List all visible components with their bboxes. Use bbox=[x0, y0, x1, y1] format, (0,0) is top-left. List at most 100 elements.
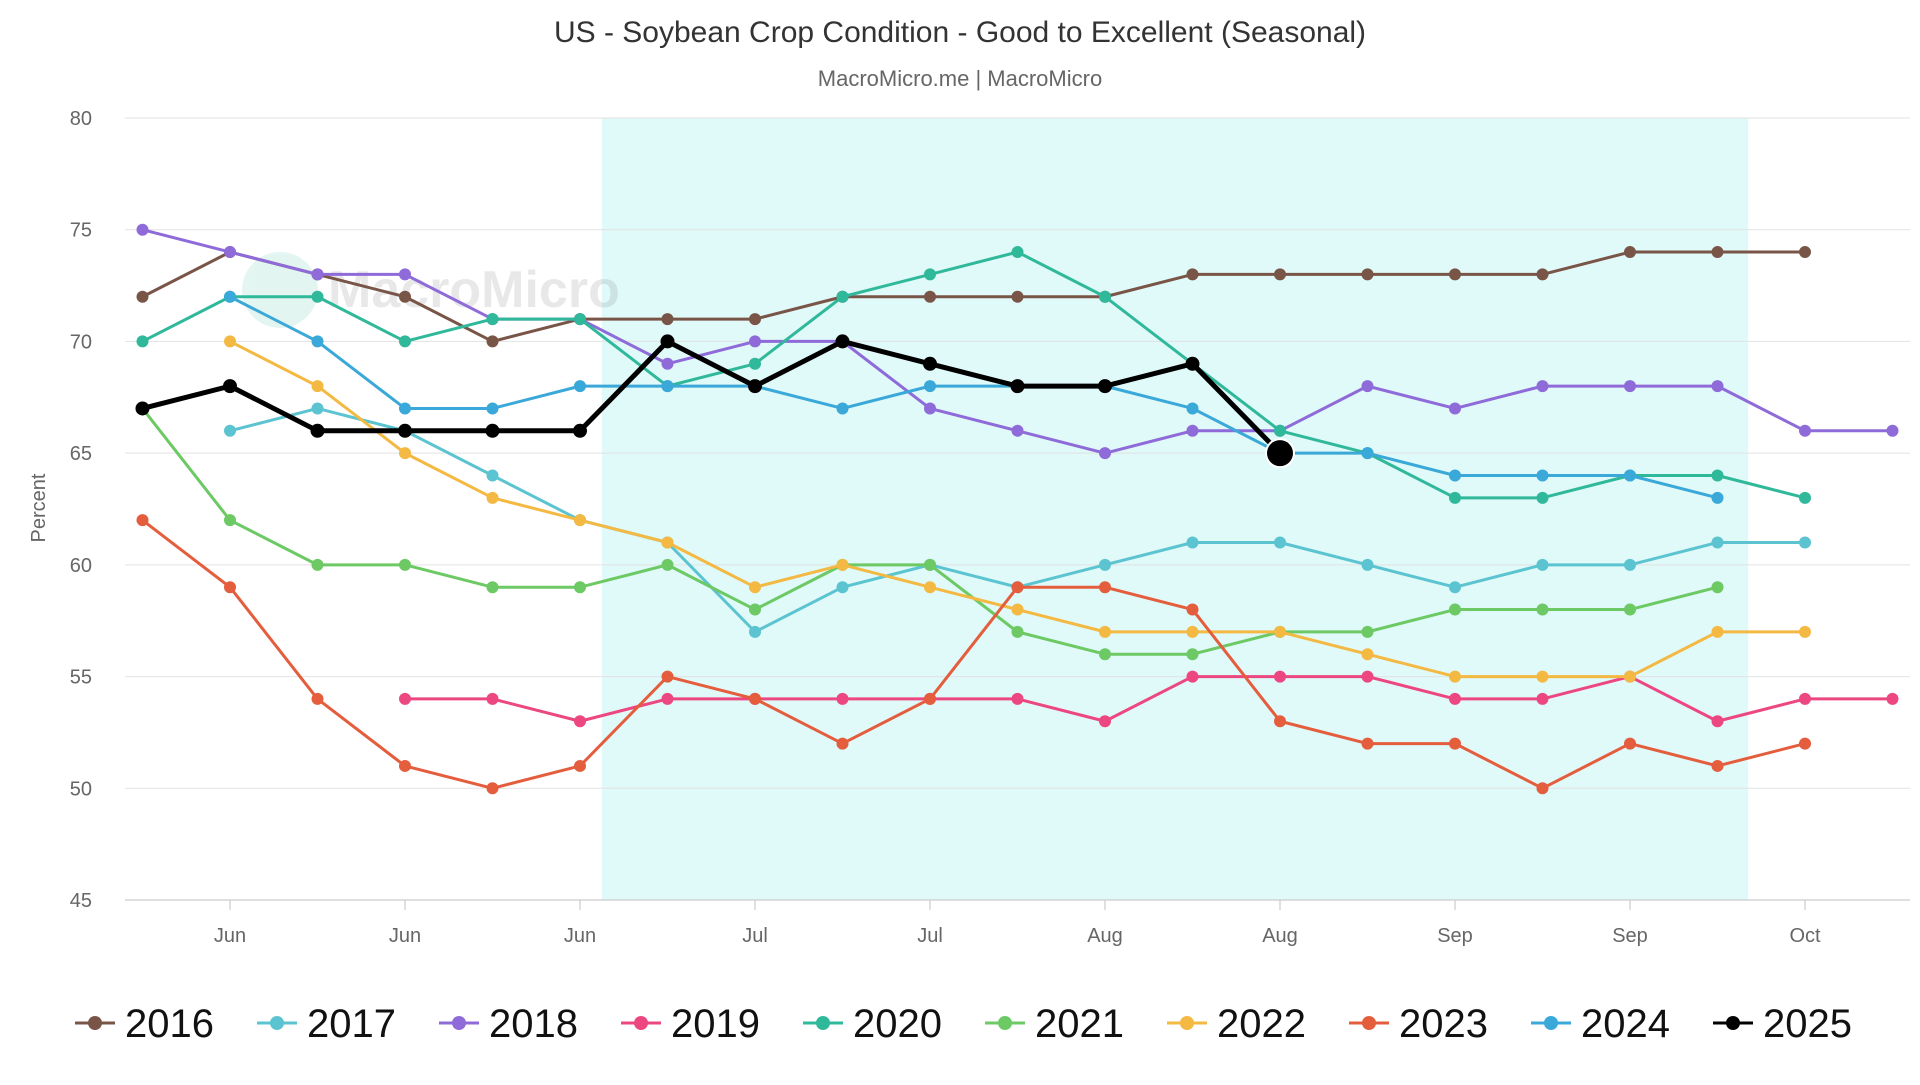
data-point-2019 bbox=[1099, 715, 1111, 728]
y-tick-label: 55 bbox=[70, 667, 92, 689]
y-axis-label: Percent bbox=[28, 473, 50, 542]
data-point-2023 bbox=[1011, 581, 1024, 594]
data-point-2016 bbox=[1186, 268, 1199, 281]
data-point-2025 bbox=[835, 334, 850, 349]
x-tick-label: Aug bbox=[1087, 925, 1123, 947]
legend-swatch-marker bbox=[452, 1016, 466, 1030]
x-tick-label: Jun bbox=[389, 925, 421, 947]
data-point-2019 bbox=[1799, 692, 1811, 705]
series-2022 bbox=[224, 335, 1811, 683]
data-point-2025 bbox=[1265, 438, 1295, 469]
data-point-2019 bbox=[1274, 670, 1286, 683]
data-point-2017 bbox=[224, 424, 236, 437]
data-point-2020 bbox=[486, 313, 499, 326]
watermark: MacroMicro bbox=[242, 252, 620, 328]
legend-label: 2020 bbox=[853, 1002, 942, 1046]
data-point-2025 bbox=[485, 423, 500, 438]
data-point-2016 bbox=[749, 313, 761, 326]
legend-swatch-marker bbox=[88, 1016, 102, 1030]
legend-item-2025: 2025 bbox=[1713, 1002, 1852, 1046]
data-point-2022 bbox=[749, 581, 761, 594]
data-point-2017 bbox=[311, 402, 324, 415]
x-tick-label: Jul bbox=[917, 925, 943, 947]
data-point-2018 bbox=[1799, 424, 1811, 437]
legend-label: 2023 bbox=[1399, 1002, 1488, 1046]
data-point-2021 bbox=[1624, 603, 1636, 616]
data-point-2017 bbox=[1536, 558, 1549, 571]
data-point-2021 bbox=[1449, 603, 1461, 616]
series-2023 bbox=[136, 514, 1811, 795]
data-point-2016 bbox=[136, 290, 149, 303]
data-point-2018 bbox=[136, 223, 149, 236]
data-point-2024 bbox=[1711, 491, 1724, 504]
data-point-2025 bbox=[748, 379, 762, 394]
data-point-2017 bbox=[1099, 558, 1111, 571]
data-point-2022 bbox=[399, 447, 411, 460]
data-point-2025 bbox=[923, 356, 937, 371]
data-point-2023 bbox=[1799, 737, 1811, 750]
data-point-2025 bbox=[1010, 379, 1025, 394]
data-point-2025 bbox=[310, 423, 325, 438]
data-point-2022 bbox=[661, 536, 674, 549]
series-2018 bbox=[136, 223, 1899, 460]
data-point-2025 bbox=[1185, 356, 1200, 371]
plot-area: 45 50 55 60 65 70 75 80 Jun Jun Jun Jul Jul Aug Aug Sep… bbox=[70, 108, 1910, 947]
data-point-2020 bbox=[1274, 424, 1286, 437]
data-point-2017 bbox=[1799, 536, 1811, 549]
data-point-2024 bbox=[224, 290, 236, 303]
data-point-2017 bbox=[486, 469, 499, 482]
x-tick-label: Oct bbox=[1789, 925, 1821, 947]
y-tick-label: 60 bbox=[70, 555, 92, 577]
data-point-2019 bbox=[399, 692, 411, 705]
y-tick-label: 50 bbox=[70, 778, 92, 800]
legend-swatch-marker bbox=[1180, 1016, 1194, 1030]
data-point-2025 bbox=[398, 423, 412, 438]
legend-label: 2018 bbox=[489, 1002, 578, 1046]
data-point-2018 bbox=[1449, 402, 1461, 415]
x-tick-label: Sep bbox=[1612, 925, 1648, 947]
data-point-2019 bbox=[1886, 692, 1899, 705]
data-point-2023 bbox=[1536, 782, 1549, 795]
data-point-2017 bbox=[1186, 536, 1199, 549]
data-point-2018 bbox=[311, 268, 324, 281]
y-tick-label: 75 bbox=[70, 220, 92, 242]
data-point-2020 bbox=[1449, 491, 1461, 504]
data-point-2024 bbox=[1186, 402, 1199, 415]
data-point-2018 bbox=[1624, 380, 1636, 393]
data-point-2023 bbox=[1099, 581, 1111, 594]
series-line-2019 bbox=[403, 675, 1894, 723]
data-point-2016 bbox=[924, 290, 936, 303]
x-tick-label: Sep bbox=[1437, 925, 1473, 947]
data-point-2022 bbox=[486, 491, 499, 504]
series-line-2023 bbox=[141, 518, 1807, 790]
data-point-2016 bbox=[399, 290, 411, 303]
data-point-2021 bbox=[924, 558, 936, 571]
data-point-2018 bbox=[399, 268, 411, 281]
legend-label: 2024 bbox=[1581, 1002, 1670, 1046]
data-point-2018 bbox=[1711, 380, 1724, 393]
legend-label: 2016 bbox=[125, 1002, 214, 1046]
data-point-2021 bbox=[1536, 603, 1549, 616]
data-point-2022 bbox=[574, 514, 586, 527]
data-point-2025 bbox=[573, 423, 587, 438]
data-point-2023 bbox=[1711, 759, 1724, 772]
data-point-2021 bbox=[224, 514, 236, 527]
chart-title: US - Soybean Crop Condition - Good to Ex… bbox=[554, 16, 1366, 49]
data-point-2020 bbox=[749, 357, 761, 370]
data-point-2025 bbox=[135, 401, 150, 416]
data-point-2017 bbox=[836, 581, 849, 594]
data-point-2017 bbox=[1274, 536, 1286, 549]
data-point-2022 bbox=[1011, 603, 1024, 616]
data-point-2022 bbox=[1536, 670, 1549, 683]
data-point-2022 bbox=[1274, 625, 1286, 638]
legend-label: 2022 bbox=[1217, 1002, 1306, 1046]
legend-item-2023: 2023 bbox=[1349, 1002, 1488, 1046]
data-point-2024 bbox=[1449, 469, 1461, 482]
legend-swatch-marker bbox=[270, 1016, 284, 1030]
data-point-2018 bbox=[1886, 424, 1899, 437]
legend-swatch-marker bbox=[1544, 1016, 1558, 1030]
series-line-2020 bbox=[141, 250, 1807, 500]
data-point-2016 bbox=[1624, 246, 1636, 259]
